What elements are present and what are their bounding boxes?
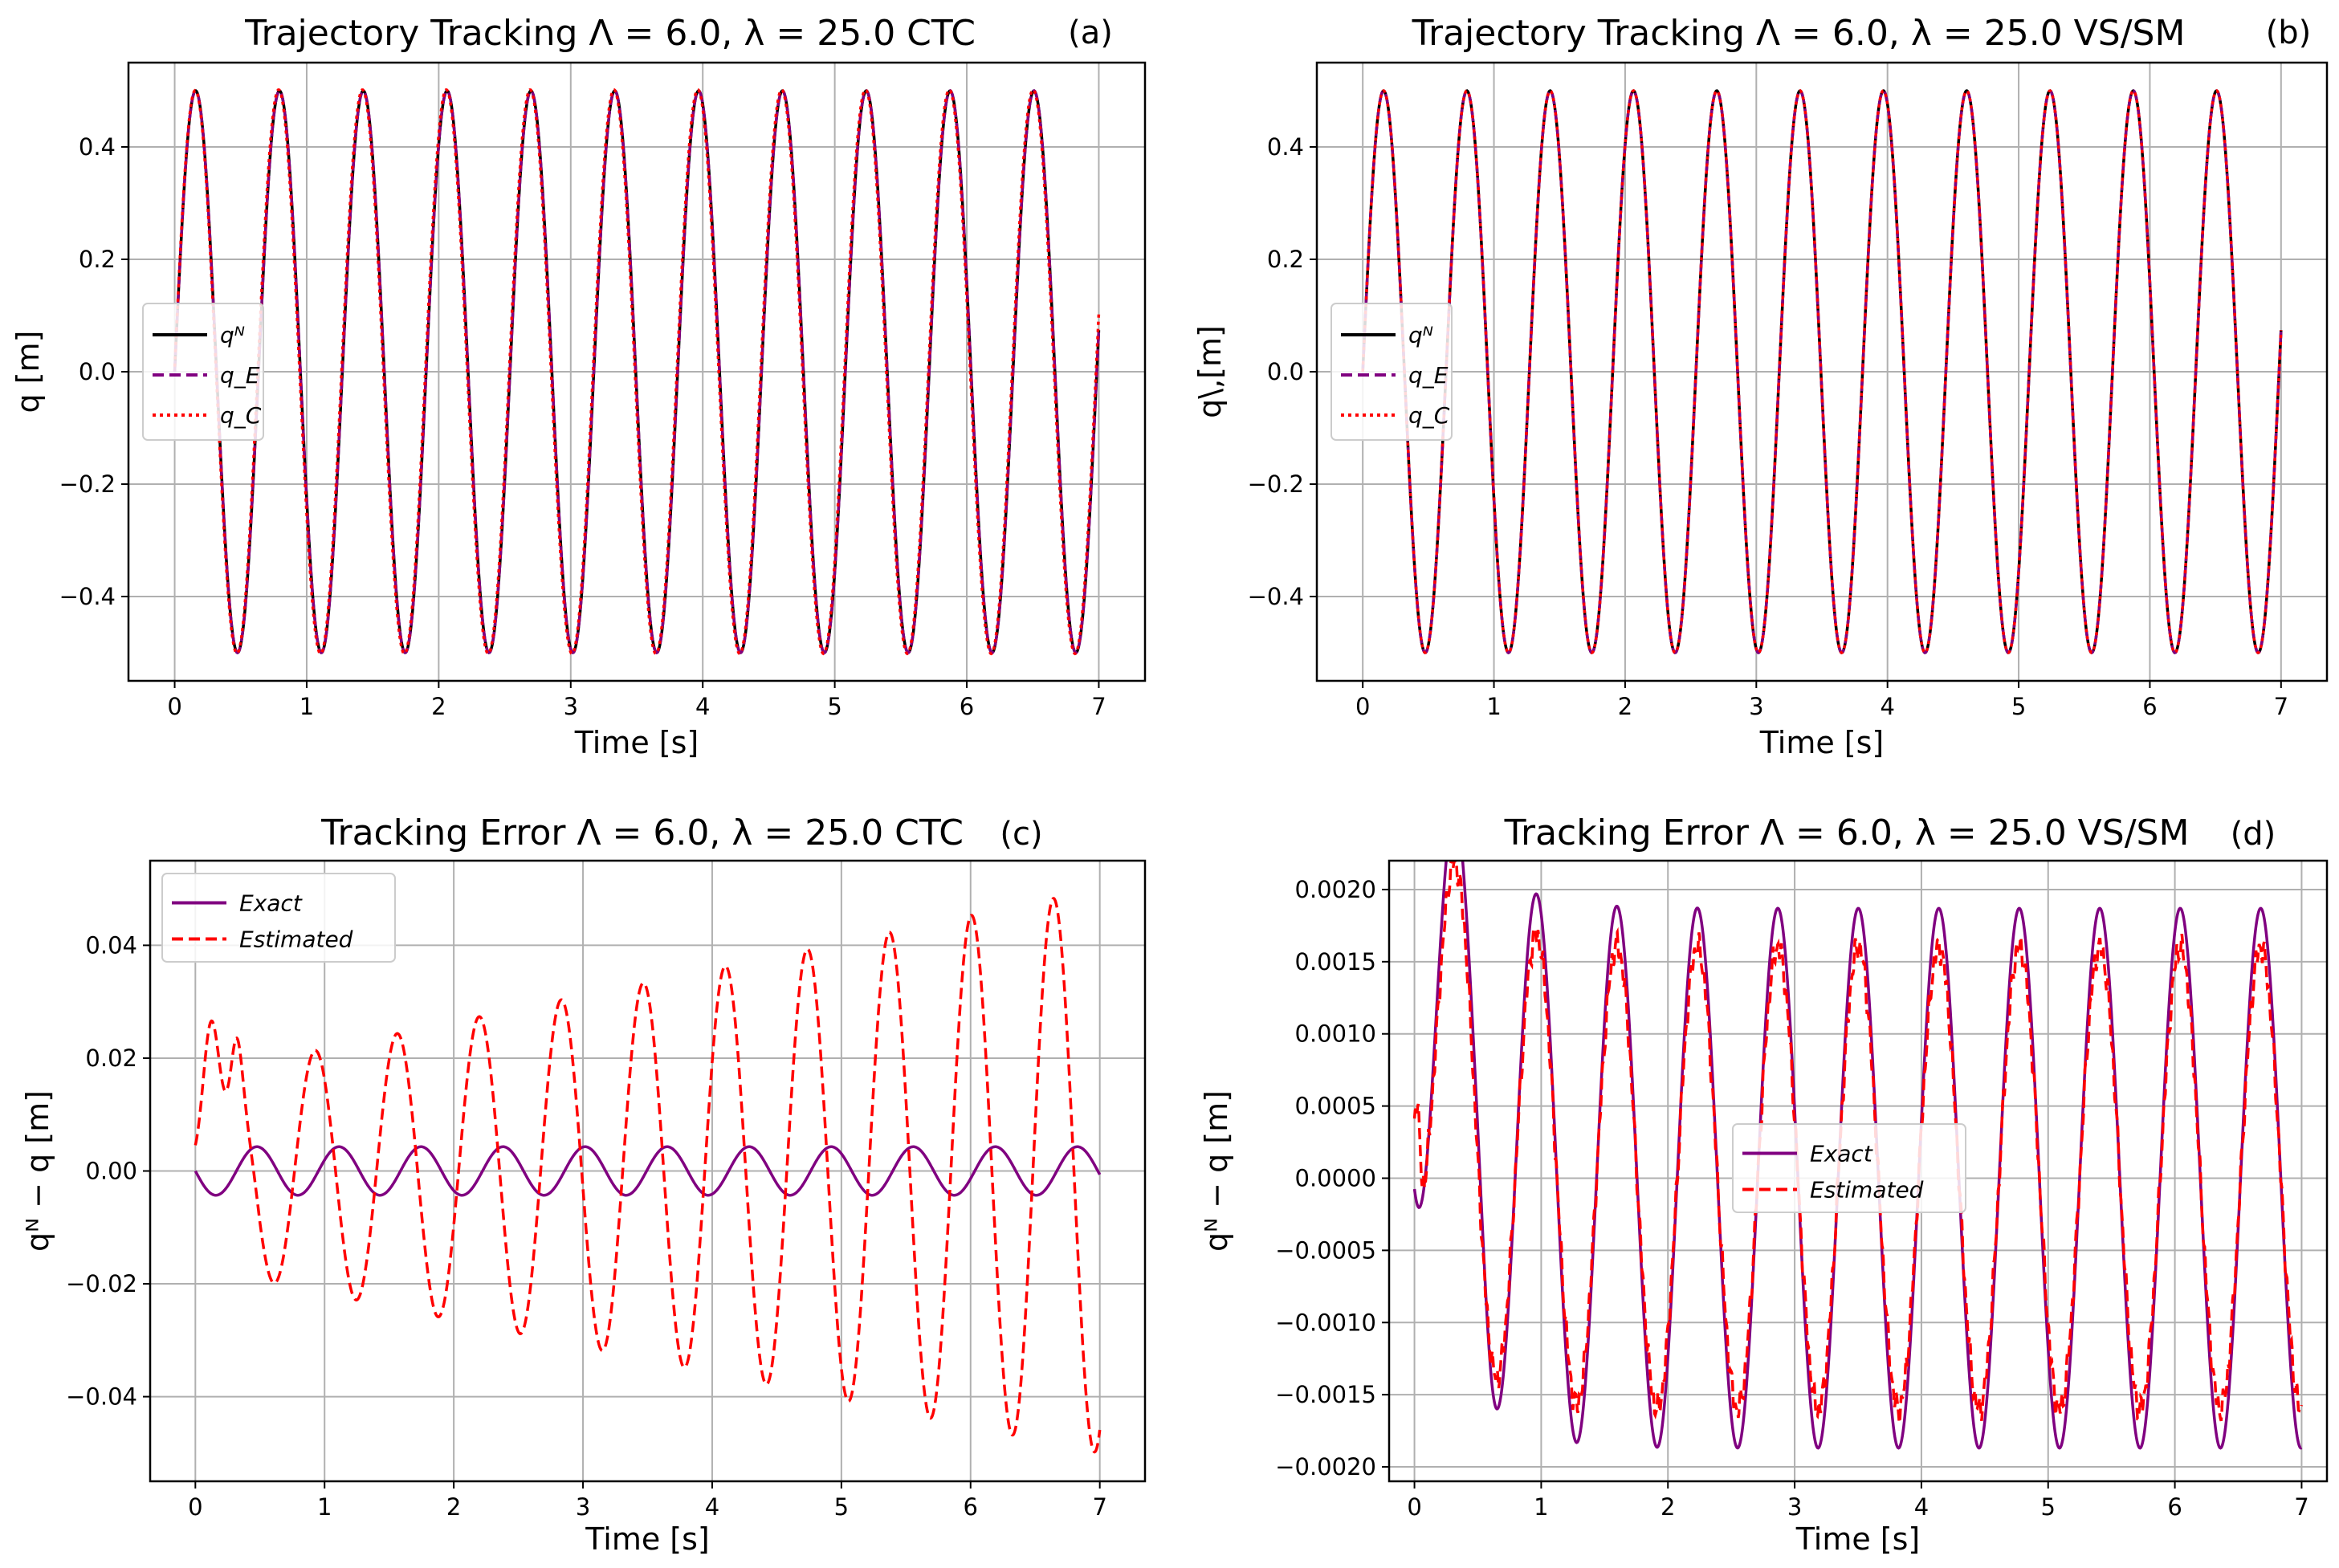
x-tick-label: 5 xyxy=(834,1493,849,1521)
y-tick-label: 0.0000 xyxy=(1295,1164,1376,1191)
panel-tag: (c) xyxy=(1000,816,1042,853)
legend: qᴺ q_E q_C xyxy=(142,303,264,441)
legend-box xyxy=(1330,303,1453,441)
y-tick-label: 0.0005 xyxy=(1295,1093,1376,1120)
x-tick-label: 6 xyxy=(964,1493,978,1521)
x-axis-label: Time [s] xyxy=(1795,1521,1921,1557)
x-tick-label: 0 xyxy=(1407,1493,1421,1521)
x-tick-label: 3 xyxy=(576,1493,590,1521)
series-line-estimated xyxy=(194,897,1102,1454)
y-tick-label: −0.02 xyxy=(66,1270,137,1297)
x-tick-label: 5 xyxy=(2041,1493,2056,1521)
x-tick-label: 2 xyxy=(446,1493,461,1521)
legend: Exact Estimated xyxy=(1732,1123,1966,1213)
y-axis-label: qᴺ − q [m] xyxy=(1199,1090,1234,1252)
y-tick-label: 0.2 xyxy=(79,246,116,273)
x-tick-label: 1 xyxy=(300,693,314,720)
y-tick-label: 0.0015 xyxy=(1295,948,1376,975)
x-tick-label: 4 xyxy=(1880,693,1894,720)
y-tick-label: 0.0020 xyxy=(1295,876,1376,903)
y-tick-label: −0.0005 xyxy=(1275,1236,1376,1264)
legend-label: q_E xyxy=(1408,362,1449,389)
x-tick-label: 3 xyxy=(1787,1493,1802,1521)
panel-b: 0 1 2 3 4 5 6 7 −0.4 −0.2 0.0 0.2 0.4 Trajectory Trac… xyxy=(1192,13,2329,760)
legend-label: Exact xyxy=(1810,1141,1873,1167)
y-tick-label: 0.4 xyxy=(1267,133,1304,161)
legend-label: Estimated xyxy=(1810,1177,1924,1203)
y-axis-label: qᴺ − q [m] xyxy=(20,1090,55,1252)
y-axis-label: q [m] xyxy=(10,331,46,413)
x-tick-label: 7 xyxy=(2294,1493,2308,1521)
y-tick-label: −0.0020 xyxy=(1275,1453,1376,1480)
series-line-qe xyxy=(173,89,1101,654)
legend-label: qᴺ xyxy=(1408,322,1433,348)
plot-frame xyxy=(1388,859,2329,1483)
x-tick-label: 2 xyxy=(1661,1493,1675,1521)
y-tick-label: −0.4 xyxy=(1248,583,1304,610)
x-tick-label: 5 xyxy=(2011,693,2026,720)
panel-c: 0 1 2 3 4 5 6 7 −0.04 −0.02 0.00 0.02 0.04 Tracking E… xyxy=(20,813,1147,1557)
x-axis-label: Time [s] xyxy=(585,1521,710,1557)
chart-title: Trajectory Tracking Λ = 6.0, λ = 25.0 CT… xyxy=(244,13,976,54)
y-tick-label: 0.02 xyxy=(85,1045,137,1072)
panel-tag: (d) xyxy=(2231,816,2276,853)
y-tick-label: −0.2 xyxy=(1248,470,1304,498)
x-tick-label: 6 xyxy=(2142,693,2157,720)
x-tick-label: 1 xyxy=(1534,1493,1548,1521)
y-tick-label: −0.2 xyxy=(59,470,116,498)
panel-d: 0 1 2 3 4 5 6 7 −0.0020 −0.0015 −0.0010 −0.0005 0.00… xyxy=(1199,813,2329,1557)
y-tick-label: 0.0010 xyxy=(1295,1020,1376,1048)
x-tick-label: 4 xyxy=(1914,1493,1929,1521)
x-tick-label: 0 xyxy=(188,1493,202,1521)
legend: qᴺ q_E q_C xyxy=(1330,303,1453,441)
y-tick-label: 0.0 xyxy=(79,358,116,385)
chart-title: Tracking Error Λ = 6.0, λ = 25.0 VS/SM xyxy=(1504,813,2190,853)
chart-title: Tracking Error Λ = 6.0, λ = 25.0 CTC xyxy=(320,813,964,853)
legend-box xyxy=(1732,1123,1966,1213)
legend-box xyxy=(161,873,396,963)
legend-box xyxy=(142,303,264,441)
x-tick-label: 3 xyxy=(564,693,578,720)
x-tick-label: 1 xyxy=(1486,693,1501,720)
y-tick-label: −0.4 xyxy=(59,583,116,610)
series-line-qc xyxy=(1361,89,2283,654)
panel-tag: (b) xyxy=(2266,14,2312,51)
legend: Exact Estimated xyxy=(161,873,396,963)
y-axis-label: q\,[m] xyxy=(1192,325,1228,418)
x-tick-label: 4 xyxy=(705,1493,719,1521)
panel-a: 0 1 2 3 4 5 6 7 −0.4 −0.2 0.0 0.2 0.4 Trajectory Trac… xyxy=(10,13,1147,760)
legend-label: Exact xyxy=(239,890,303,917)
x-tick-label: 6 xyxy=(960,693,974,720)
chart-title: Trajectory Tracking Λ = 6.0, λ = 25.0 VS… xyxy=(1412,13,2186,54)
y-tick-label: 0.0 xyxy=(1267,358,1304,385)
x-tick-label: 1 xyxy=(317,1493,332,1521)
x-tick-label: 4 xyxy=(695,693,710,720)
y-tick-label: −0.0010 xyxy=(1275,1309,1376,1336)
y-tick-label: −0.04 xyxy=(66,1383,137,1411)
x-tick-label: 3 xyxy=(1749,693,1763,720)
x-tick-label: 0 xyxy=(1355,693,1370,720)
x-tick-label: 7 xyxy=(1092,1493,1106,1521)
panel-tag: (a) xyxy=(1068,14,1113,51)
y-tick-label: 0.2 xyxy=(1267,246,1304,273)
legend-label: Estimated xyxy=(239,927,353,953)
x-tick-label: 2 xyxy=(431,693,446,720)
y-tick-label: 0.04 xyxy=(85,931,137,959)
x-tick-label: 7 xyxy=(2274,693,2288,720)
legend-label: q_C xyxy=(220,402,262,429)
y-tick-label: 0.4 xyxy=(79,133,116,161)
legend-label: q_E xyxy=(220,362,260,389)
x-tick-label: 5 xyxy=(827,693,841,720)
x-axis-label: Time [s] xyxy=(574,725,699,760)
y-tick-label: 0.00 xyxy=(85,1158,137,1185)
legend-label: qᴺ xyxy=(220,322,245,348)
x-tick-label: 0 xyxy=(167,693,181,720)
y-tick-label: −0.0015 xyxy=(1275,1381,1376,1408)
legend-label: q_C xyxy=(1408,402,1450,429)
x-axis-label: Time [s] xyxy=(1759,725,1885,760)
x-tick-label: 2 xyxy=(1618,693,1632,720)
x-tick-label: 7 xyxy=(1091,693,1106,720)
x-tick-label: 6 xyxy=(2167,1493,2182,1521)
